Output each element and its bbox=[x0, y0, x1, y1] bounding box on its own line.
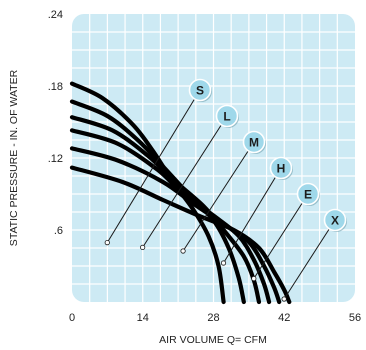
badge-e bbox=[296, 182, 320, 206]
x-tick-label: 28 bbox=[207, 312, 219, 324]
curve-badges: S L M H E X bbox=[188, 78, 347, 232]
leader-lines bbox=[104, 89, 336, 302]
badge-label-s: S bbox=[196, 83, 204, 97]
anchor-dot-l bbox=[140, 244, 146, 250]
badge-label-m: M bbox=[249, 135, 259, 149]
anchor-dot-e bbox=[251, 275, 257, 282]
x-tick-label: 42 bbox=[278, 312, 290, 324]
badge-label-e: E bbox=[304, 187, 312, 201]
x-tick-label: 0 bbox=[69, 312, 75, 324]
anchor-dot-m bbox=[180, 248, 186, 254]
x-tick-label: 14 bbox=[137, 312, 149, 324]
badge-l bbox=[215, 104, 239, 128]
y-tick-label: .24 bbox=[48, 9, 63, 21]
anchor-dot-s bbox=[104, 240, 110, 246]
leader-line-e bbox=[253, 193, 309, 279]
badge-label-x: X bbox=[331, 213, 339, 227]
leader-line-x bbox=[283, 219, 336, 300]
badge-label-h: H bbox=[277, 161, 286, 175]
leader-line-h bbox=[223, 167, 282, 264]
leader-line-m bbox=[182, 141, 255, 252]
anchor-dot-h bbox=[220, 260, 227, 266]
fan-curves bbox=[69, 81, 292, 305]
leader-line-s bbox=[106, 89, 201, 243]
y-tick-label: .6 bbox=[54, 225, 63, 237]
y-tick-label: .18 bbox=[48, 81, 63, 93]
x-axis-label: AIR VOLUME Q= CFM bbox=[159, 334, 267, 346]
anchor-dot-x bbox=[281, 296, 287, 302]
y-axis-label: STATIC PRESSURE - IN. OF WATER bbox=[8, 69, 20, 246]
leader-line-l bbox=[142, 115, 228, 248]
badge-label-l: L bbox=[223, 109, 230, 123]
curve-x bbox=[69, 165, 292, 305]
badge-m bbox=[242, 130, 266, 154]
badge-x bbox=[323, 208, 347, 232]
axis-ticks: 0 14 28 42 56 .6 .12 .18 .24 bbox=[48, 9, 361, 324]
badge-s bbox=[188, 78, 212, 102]
x-tick-label: 56 bbox=[349, 312, 361, 324]
y-tick-label: .12 bbox=[48, 153, 63, 165]
badge-h bbox=[269, 156, 293, 180]
